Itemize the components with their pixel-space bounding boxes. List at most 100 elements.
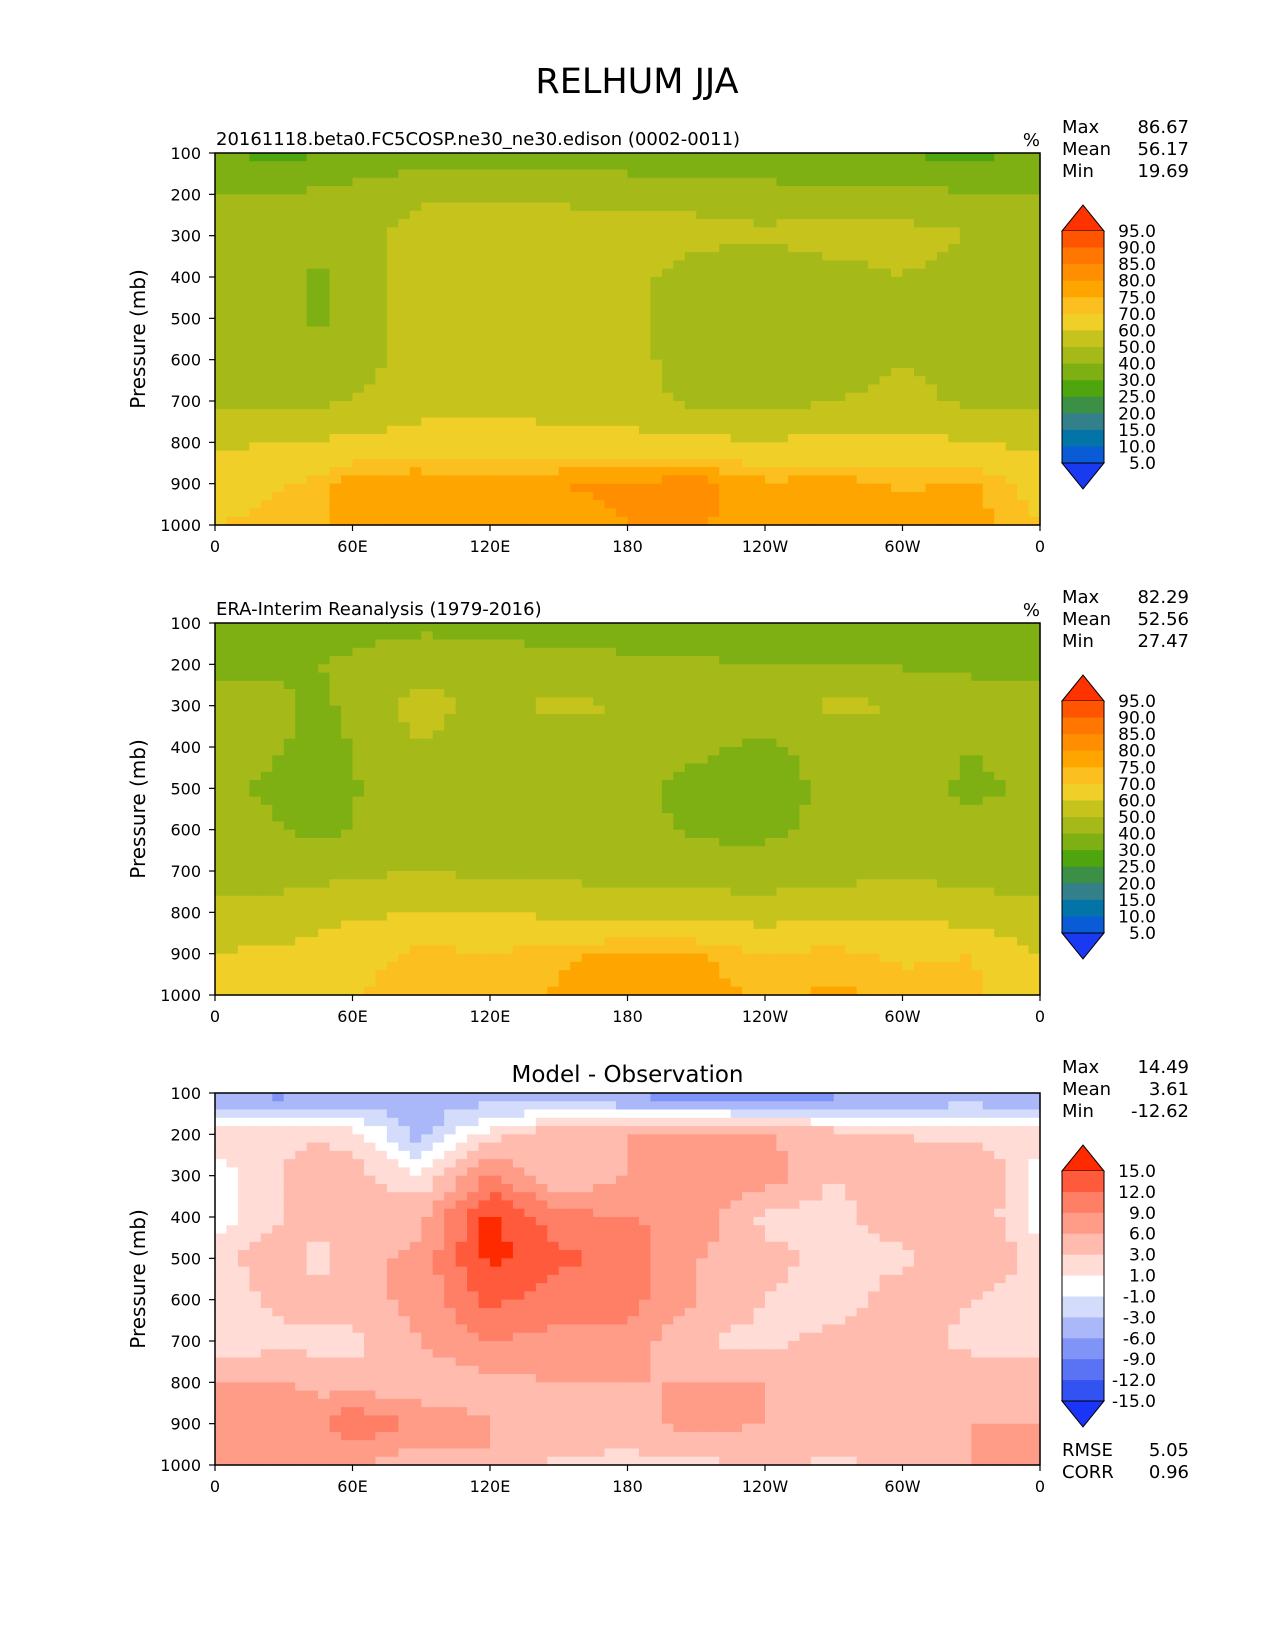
heatmap-cell — [249, 417, 262, 427]
heatmap-cell — [661, 384, 674, 394]
heatmap-cell — [260, 804, 273, 814]
heatmap-cell — [455, 252, 468, 262]
heatmap-cell — [971, 359, 984, 369]
heatmap-cell — [421, 392, 434, 402]
heatmap-cell — [455, 177, 468, 187]
heatmap-cell — [627, 169, 640, 179]
heatmap-cell — [994, 804, 1007, 814]
heatmap-cell — [845, 177, 858, 187]
heatmap-cell — [341, 697, 354, 707]
heatmap-cell — [329, 813, 342, 822]
heatmap-cell — [581, 301, 594, 311]
colorbar-box — [1062, 396, 1104, 414]
heatmap-cell — [363, 730, 377, 740]
heatmap-cell — [341, 186, 354, 195]
heatmap-cell — [799, 500, 812, 510]
heatmap-cell — [959, 656, 972, 665]
heatmap-cell — [1017, 631, 1030, 641]
heatmap-cell — [879, 194, 892, 204]
heatmap-cell — [902, 351, 915, 361]
heatmap-cell — [765, 483, 778, 493]
heatmap-cell — [535, 210, 548, 220]
heatmap-cell — [329, 780, 342, 789]
heatmap-cell — [581, 434, 594, 443]
heatmap-cell — [833, 194, 846, 204]
heatmap-cell — [971, 326, 984, 336]
heatmap-cell — [753, 219, 766, 228]
heatmap-cell — [341, 392, 354, 402]
heatmap-cell — [719, 367, 732, 377]
heatmap-cell — [581, 417, 594, 427]
heatmap-cell — [616, 780, 629, 789]
heatmap-cell — [661, 425, 674, 435]
heatmap-cell — [719, 500, 732, 510]
heatmap-cell — [478, 730, 491, 740]
heatmap-cell — [719, 689, 732, 698]
heatmap-cell — [581, 153, 594, 162]
heatmap-cell — [283, 647, 296, 657]
heatmap-cell — [283, 260, 296, 270]
heatmap-cell — [833, 697, 846, 707]
heatmap-cell — [593, 177, 606, 187]
heatmap-cell — [982, 458, 995, 468]
heatmap-cell — [558, 491, 571, 501]
heatmap-cell — [753, 392, 766, 402]
heatmap-cell — [765, 409, 778, 419]
heatmap-cell — [295, 177, 308, 187]
heatmap-cell — [329, 392, 342, 402]
heatmap-cell — [730, 376, 743, 386]
heatmap-cell — [329, 656, 342, 665]
heatmap-cell — [467, 153, 480, 162]
heatmap-cell — [638, 425, 652, 435]
heatmap-cell — [593, 260, 606, 270]
heatmap-cell — [845, 252, 858, 262]
heatmap-cell — [638, 277, 652, 286]
heatmap-cell — [490, 434, 503, 443]
heatmap-cell — [765, 771, 778, 781]
heatmap-cell — [535, 755, 548, 765]
heatmap-cell — [948, 656, 961, 665]
heatmap-cell — [329, 384, 342, 394]
heatmap-cell — [570, 680, 583, 690]
heatmap-cell — [799, 425, 812, 435]
heatmap-cell — [341, 491, 354, 501]
heatmap-cell — [237, 425, 250, 435]
heatmap-cell — [306, 384, 319, 394]
heatmap-cell — [1017, 293, 1030, 303]
heatmap-cell — [363, 647, 377, 657]
heatmap-cell — [971, 780, 984, 789]
heatmap-cell — [363, 483, 377, 493]
heatmap-cell — [982, 293, 995, 303]
heatmap-cell — [249, 301, 262, 311]
heatmap-cell — [558, 186, 571, 195]
heatmap-cell — [432, 301, 445, 311]
heatmap-cell — [432, 483, 445, 493]
heatmap-cell — [398, 161, 411, 171]
heatmap-cell — [1028, 318, 1041, 328]
heatmap-cell — [249, 755, 262, 765]
heatmap-cell — [249, 738, 262, 748]
heatmap-cell — [845, 475, 858, 485]
heatmap-cell — [249, 508, 262, 518]
heatmap-cell — [260, 689, 273, 698]
heatmap-cell — [948, 705, 961, 715]
heatmap-cell — [398, 202, 411, 212]
heatmap-cell — [1005, 202, 1018, 212]
heatmap-cell — [707, 747, 720, 756]
heatmap-cell — [604, 285, 617, 295]
heatmap-cell — [994, 210, 1007, 220]
heatmap-cell — [913, 458, 927, 468]
heatmap-cell — [787, 235, 800, 245]
heatmap-cell — [398, 268, 411, 278]
heatmap-cell — [306, 301, 319, 311]
heatmap-cell — [363, 227, 377, 237]
heatmap-cell — [742, 508, 755, 518]
heatmap-cell — [902, 467, 915, 476]
heatmap-cell — [776, 401, 789, 410]
heatmap-cell — [730, 384, 743, 394]
heatmap-cell — [684, 639, 697, 649]
heatmap-cell — [822, 186, 835, 195]
heatmap-cell — [730, 516, 743, 526]
heatmap-cell — [616, 680, 629, 690]
heatmap-cell — [341, 219, 354, 228]
